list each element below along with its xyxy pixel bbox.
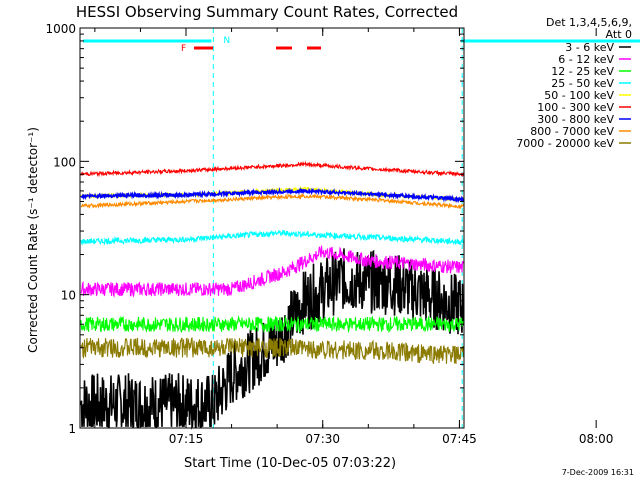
y-tick-label: 1000 [45, 22, 76, 36]
legend-entry: 12 - 25 keV [551, 65, 614, 78]
legend-entry: 800 - 7000 keV [530, 125, 614, 138]
series-line [80, 245, 465, 298]
legend-entry: 100 - 300 keV [537, 101, 614, 114]
x-tick-label: 07:45 [442, 432, 477, 446]
legend-entry: 6 - 12 keV [558, 53, 614, 66]
legend-entry: 7000 - 20000 keV [516, 137, 614, 150]
series-line [80, 314, 464, 334]
flare-marker: F [181, 44, 186, 54]
series-line [80, 186, 464, 204]
y-tick-label: 1 [68, 422, 76, 436]
y-axis-label: Corrected Count Rate (s⁻¹ detector⁻¹) [26, 127, 40, 353]
plot-frame [79, 27, 465, 429]
timestamp: 7-Dec-2009 16:31 [562, 468, 634, 477]
legend-entry: 3 - 6 keV [565, 41, 614, 54]
x-tick-label: 07:15 [169, 432, 204, 446]
series-line [80, 192, 465, 210]
chart-title: HESSI Observing Summary Count Rates, Cor… [76, 3, 458, 21]
x-tick-label: 07:30 [305, 432, 340, 446]
y-tick-label: 10 [61, 289, 76, 303]
legend-entry: 50 - 100 keV [544, 89, 614, 102]
series-line [80, 229, 464, 247]
night-marker: N [223, 36, 230, 46]
x-tick-label: 08:00 [579, 432, 614, 446]
x-axis-label: Start Time (10-Dec-05 07:03:22) [184, 456, 396, 471]
series-line [80, 160, 465, 178]
y-tick-label: 100 [53, 155, 76, 169]
series-line [80, 337, 465, 365]
legend-header: Att 0 [606, 28, 632, 41]
legend-entry: 300 - 800 keV [537, 113, 614, 126]
legend-header: Det 1,3,4,5,6,9, [546, 16, 632, 29]
legend-entry: 25 - 50 keV [551, 77, 614, 90]
